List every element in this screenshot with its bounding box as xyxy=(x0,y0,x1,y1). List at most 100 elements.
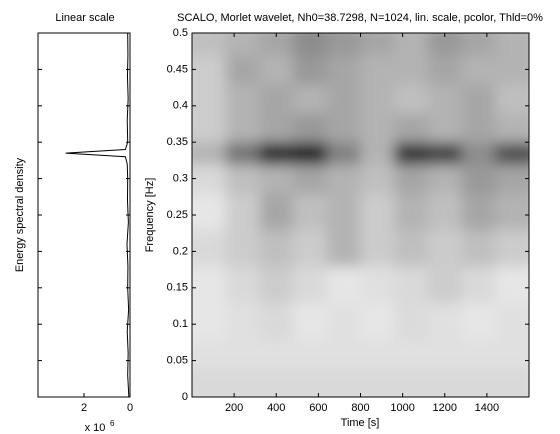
heat-cell xyxy=(495,113,529,143)
x-label: Time [s] xyxy=(341,417,380,429)
heat-cell xyxy=(394,302,429,340)
x-tick-label: 600 xyxy=(309,402,327,414)
heat-cell xyxy=(259,302,294,340)
heat-cell xyxy=(360,164,395,194)
heat-cell xyxy=(427,193,463,231)
left-title: Linear scale xyxy=(55,12,114,24)
heat-cell xyxy=(495,265,529,303)
x-tick-label: 2 xyxy=(81,402,87,414)
heat-cell xyxy=(427,113,463,143)
heat-cell xyxy=(293,265,328,303)
heat-cell xyxy=(259,229,294,267)
heat-cell xyxy=(394,142,429,165)
x-tick-label: 1200 xyxy=(433,402,457,414)
heat-cell xyxy=(394,54,429,85)
heat-cell xyxy=(192,142,227,165)
heat-cell xyxy=(192,164,227,194)
heat-cell xyxy=(293,229,328,267)
heat-cell xyxy=(225,54,260,85)
heat-cell xyxy=(394,367,429,397)
heat-cell xyxy=(495,367,529,397)
heat-cell xyxy=(360,302,395,340)
heat-cell xyxy=(427,54,463,85)
heat-cell xyxy=(394,113,429,143)
heat-cell xyxy=(495,193,529,231)
heat-cell xyxy=(293,193,328,231)
heat-cell xyxy=(293,302,328,340)
heat-cell xyxy=(461,229,496,267)
heat-cell xyxy=(427,229,463,267)
heat-cell xyxy=(225,367,260,397)
heat-cell xyxy=(427,164,463,194)
heat-cell xyxy=(427,83,463,114)
heat-cell xyxy=(495,229,529,267)
heat-cell xyxy=(225,142,260,165)
heat-cell xyxy=(293,367,328,397)
y-tick-label: 0.45 xyxy=(167,63,188,75)
heat-cell xyxy=(427,142,463,165)
left-y-label: Energy spectral density xyxy=(14,157,26,272)
heat-cell xyxy=(427,33,463,56)
heat-cell xyxy=(461,265,496,303)
heat-cell xyxy=(360,229,395,267)
heat-cell xyxy=(293,142,328,165)
y-tick-label: 0.25 xyxy=(167,209,188,221)
heat-cell xyxy=(259,113,294,143)
heat-cell xyxy=(259,54,294,85)
y-tick-label: 0.05 xyxy=(167,355,188,367)
heat-cell xyxy=(461,367,496,397)
y-tick-label: 0.35 xyxy=(167,136,188,148)
scalogram-cells xyxy=(192,33,529,397)
heat-cell xyxy=(259,338,294,369)
heat-cell xyxy=(192,54,227,85)
heat-cell xyxy=(192,33,227,56)
heat-cell xyxy=(192,367,227,397)
heat-cell xyxy=(394,164,429,194)
heat-cell xyxy=(225,113,260,143)
heat-cell xyxy=(495,142,529,165)
heat-cell xyxy=(259,265,294,303)
heat-cell xyxy=(192,302,227,340)
y-tick-label: 0.15 xyxy=(167,282,188,294)
heat-cell xyxy=(225,302,260,340)
heat-cell xyxy=(360,193,395,231)
heat-cell xyxy=(293,83,328,114)
heat-cell xyxy=(326,265,361,303)
heat-cell xyxy=(360,367,395,397)
heat-cell xyxy=(225,338,260,369)
heat-cell xyxy=(461,33,496,56)
heat-cell xyxy=(427,338,463,369)
heat-cell xyxy=(326,164,361,194)
heat-cell xyxy=(495,33,529,56)
heat-cell xyxy=(326,193,361,231)
heat-cell xyxy=(495,302,529,340)
heat-cell xyxy=(427,265,463,303)
heat-cell xyxy=(326,338,361,369)
heat-cell xyxy=(293,33,328,56)
heat-cell xyxy=(326,113,361,143)
heat-cell xyxy=(293,338,328,369)
heat-cell xyxy=(360,338,395,369)
heat-cell xyxy=(225,83,260,114)
heat-cell xyxy=(360,265,395,303)
x-tick-label: 200 xyxy=(225,402,243,414)
x-tick-label: 1400 xyxy=(475,402,499,414)
heat-cell xyxy=(259,164,294,194)
heat-cell xyxy=(461,302,496,340)
heat-cell xyxy=(293,54,328,85)
heat-cell xyxy=(495,54,529,85)
heat-cell xyxy=(461,193,496,231)
heat-cell xyxy=(461,142,496,165)
heat-cell xyxy=(293,164,328,194)
heat-cell xyxy=(495,338,529,369)
heat-cell xyxy=(360,83,395,114)
heat-cell xyxy=(192,229,227,267)
heat-cell xyxy=(394,193,429,231)
heat-cell xyxy=(326,302,361,340)
heat-cell xyxy=(495,164,529,194)
heat-cell xyxy=(360,54,395,85)
heat-cell xyxy=(225,265,260,303)
heat-cell xyxy=(259,142,294,165)
heat-cell xyxy=(326,83,361,114)
x-tick-label: 800 xyxy=(351,402,369,414)
